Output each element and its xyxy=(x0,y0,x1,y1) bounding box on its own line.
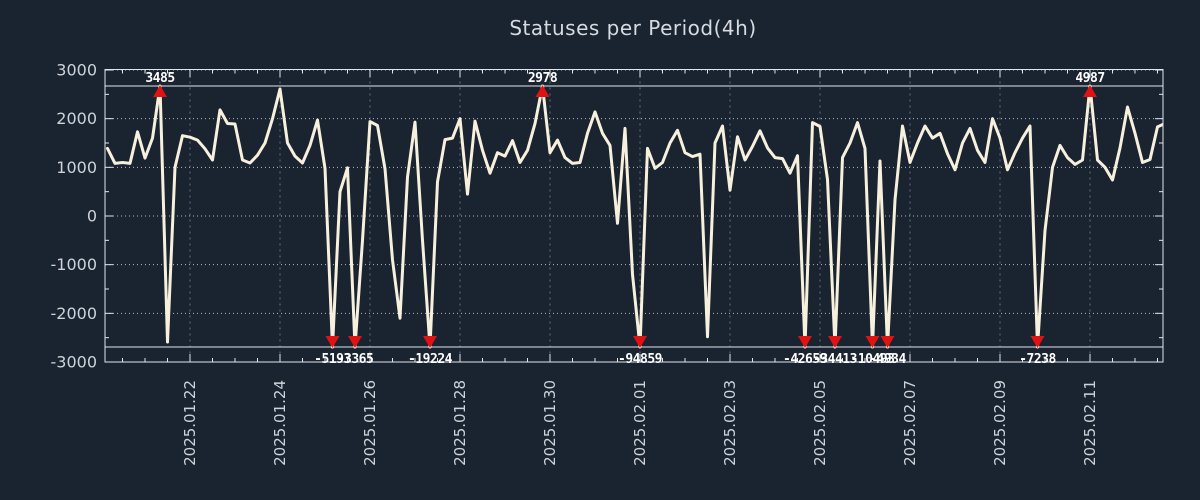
min-marker-triangle-icon xyxy=(865,336,880,349)
max-value-label: 2978 xyxy=(528,71,558,86)
max-marker-triangle-icon xyxy=(1083,84,1097,97)
min-value-label: -7238 xyxy=(1019,352,1056,367)
min-value-label: -3365 xyxy=(337,352,374,367)
extreme-value-markers: 3485 2978 4987 -5193-3365 -19224 -94859 -42659… xyxy=(145,71,1105,367)
x-tick-label: 2025.01.28 xyxy=(451,380,469,466)
min-value-label: -10493 xyxy=(851,352,895,367)
min-marker-triangle-icon xyxy=(423,336,437,349)
y-tick-label: -1000 xyxy=(51,255,98,274)
x-tick-label: 2025.01.26 xyxy=(361,380,379,466)
x-tick-label: 2025.02.11 xyxy=(1081,380,1099,466)
chart-title: Statuses per Period(4h) xyxy=(509,16,757,40)
axis-ticks xyxy=(105,69,1163,363)
max-value-label: 3485 xyxy=(145,71,174,86)
x-tick-label: 2025.02.07 xyxy=(901,380,919,466)
clip-limit-lines xyxy=(105,85,1163,348)
x-tick-label: 2025.02.09 xyxy=(991,380,1009,466)
x-tick-label: 2025.01.22 xyxy=(181,380,199,466)
max-marker-triangle-icon xyxy=(535,84,550,97)
y-axis-tick-labels: 3000 2000 1000 0 -1000 -2000 -3000 xyxy=(51,61,98,372)
max-value-label: 4987 xyxy=(1075,71,1104,86)
min-marker-triangle-icon xyxy=(1030,336,1045,349)
data-series-line xyxy=(106,84,1163,349)
y-tick-label: -3000 xyxy=(51,353,98,372)
min-value-label: -94859 xyxy=(618,352,662,367)
x-tick-label: 2025.01.30 xyxy=(541,380,559,466)
x-axis-tick-labels: 2025.01.22 2025.01.24 2025.01.26 2025.01.28… xyxy=(181,380,1099,466)
x-tick-label: 2025.01.24 xyxy=(271,380,289,466)
min-marker-triangle-icon xyxy=(880,336,895,349)
max-marker-triangle-icon xyxy=(153,84,167,97)
min-value-label: -4934 xyxy=(869,352,906,367)
min-marker-triangle-icon xyxy=(325,336,340,349)
statuses-series-line xyxy=(106,84,1163,349)
min-value-label: -5193 xyxy=(314,352,351,367)
x-tick-label: 2025.02.01 xyxy=(631,380,649,466)
y-tick-label: 1000 xyxy=(56,158,97,177)
min-value-label: -19224 xyxy=(408,352,453,367)
min-value-label: -42659 xyxy=(783,352,827,367)
y-tick-label: 0 xyxy=(87,207,97,226)
min-value-label: -34413 xyxy=(813,352,857,367)
x-tick-label: 2025.02.05 xyxy=(811,380,829,466)
min-marker-triangle-icon xyxy=(348,336,362,349)
y-tick-label: 3000 xyxy=(56,61,97,80)
gridlines xyxy=(105,69,1163,363)
x-tick-label: 2025.02.03 xyxy=(721,380,739,466)
y-tick-label: -2000 xyxy=(51,304,98,323)
min-marker-triangle-icon xyxy=(828,336,842,349)
min-marker-triangle-icon xyxy=(798,336,812,349)
min-marker-triangle-icon xyxy=(633,336,647,349)
y-tick-label: 2000 xyxy=(56,109,97,128)
